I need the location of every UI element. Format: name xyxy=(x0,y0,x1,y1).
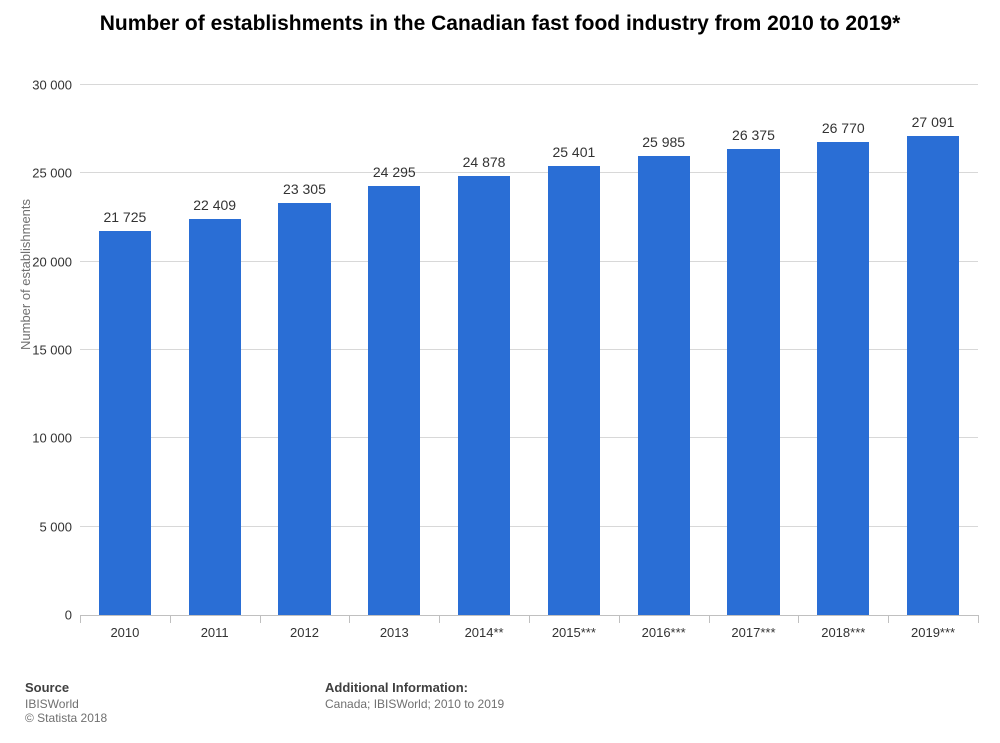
x-tick xyxy=(260,615,261,623)
y-tick-label: 15 000 xyxy=(32,343,72,358)
bar-value-label: 27 091 xyxy=(912,114,955,130)
x-tick xyxy=(798,615,799,623)
bar: 27 091 xyxy=(907,136,959,615)
bar-slot: 23 305 xyxy=(260,85,350,615)
bar-value-label: 23 305 xyxy=(283,181,326,197)
source-text: IBISWorld xyxy=(25,697,325,711)
x-axis-label: 2012 xyxy=(260,625,350,640)
x-tick xyxy=(439,615,440,623)
bar-slot: 26 770 xyxy=(798,85,888,615)
x-tick xyxy=(709,615,710,623)
chart-container: Number of establishments in the Canadian… xyxy=(0,0,1000,743)
x-tick xyxy=(80,615,81,623)
bar-value-label: 24 878 xyxy=(463,154,506,170)
bar-slot: 21 725 xyxy=(80,85,170,615)
chart-footer: Source IBISWorld © Statista 2018 Additio… xyxy=(25,680,975,725)
x-axis-label: 2013 xyxy=(349,625,439,640)
info-text: Canada; IBISWorld; 2010 to 2019 xyxy=(325,697,975,711)
bar: 24 295 xyxy=(368,186,420,615)
x-axis-label: 2019*** xyxy=(888,625,978,640)
x-tick xyxy=(170,615,171,623)
x-axis-labels: 20102011201220132014**2015***2016***2017… xyxy=(80,625,978,640)
bar-slot: 25 401 xyxy=(529,85,619,615)
source-heading: Source xyxy=(25,680,325,695)
bar-value-label: 21 725 xyxy=(103,209,146,225)
bar-slot: 24 295 xyxy=(349,85,439,615)
x-axis-label: 2011 xyxy=(170,625,260,640)
footer-info: Additional Information: Canada; IBISWorl… xyxy=(325,680,975,725)
bar-value-label: 26 770 xyxy=(822,120,865,136)
copyright-text: © Statista 2018 xyxy=(25,711,325,725)
bar-value-label: 25 985 xyxy=(642,134,685,150)
y-tick-label: 10 000 xyxy=(32,431,72,446)
bar: 21 725 xyxy=(99,231,151,615)
y-tick-label: 30 000 xyxy=(32,78,72,93)
bar-slot: 26 375 xyxy=(709,85,799,615)
x-axis-label: 2018*** xyxy=(798,625,888,640)
plot-area: 05 00010 00015 00020 00025 00030 000 21 … xyxy=(80,85,978,615)
x-tick xyxy=(888,615,889,623)
bar-slot: 24 878 xyxy=(439,85,529,615)
bar: 22 409 xyxy=(189,219,241,615)
bar-value-label: 24 295 xyxy=(373,164,416,180)
bar-value-label: 25 401 xyxy=(552,144,595,160)
bar: 26 770 xyxy=(817,142,869,615)
bar-slot: 22 409 xyxy=(170,85,260,615)
x-axis-label: 2017*** xyxy=(709,625,799,640)
x-tick xyxy=(529,615,530,623)
footer-source: Source IBISWorld © Statista 2018 xyxy=(25,680,325,725)
x-axis-label: 2015*** xyxy=(529,625,619,640)
x-axis-label: 2010 xyxy=(80,625,170,640)
bar: 23 305 xyxy=(278,203,330,615)
bar-value-label: 26 375 xyxy=(732,127,775,143)
bar: 25 985 xyxy=(638,156,690,615)
bar: 24 878 xyxy=(458,176,510,616)
y-tick-label: 0 xyxy=(65,608,72,623)
bars-group: 21 725 22 409 23 305 24 295 24 878 25 401 25 9… xyxy=(80,85,978,615)
info-heading: Additional Information: xyxy=(325,680,975,695)
x-tick xyxy=(349,615,350,623)
bar: 25 401 xyxy=(548,166,600,615)
bar-slot: 25 985 xyxy=(619,85,709,615)
y-tick-label: 25 000 xyxy=(32,166,72,181)
chart-title: Number of establishments in the Canadian… xyxy=(0,0,1000,42)
x-tick xyxy=(619,615,620,623)
y-tick-label: 5 000 xyxy=(39,519,72,534)
bar: 26 375 xyxy=(727,149,779,615)
x-axis-label: 2014** xyxy=(439,625,529,640)
y-axis-title: Number of establishments xyxy=(18,199,33,350)
bar-value-label: 22 409 xyxy=(193,197,236,213)
y-tick-label: 20 000 xyxy=(32,254,72,269)
bar-slot: 27 091 xyxy=(888,85,978,615)
x-axis-label: 2016*** xyxy=(619,625,709,640)
x-tick xyxy=(978,615,979,623)
